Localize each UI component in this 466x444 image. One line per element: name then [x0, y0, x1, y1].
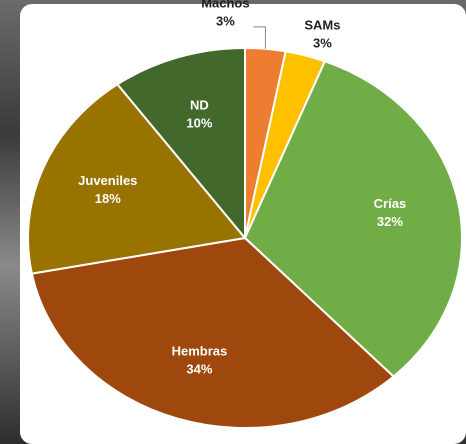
- pie-slice: [115, 46, 246, 241]
- slice-category-label: ND: [190, 98, 209, 113]
- slice-value-label: 10%: [186, 116, 212, 131]
- pie-slice: [30, 236, 396, 429]
- slice-value-label: 32%: [377, 214, 403, 229]
- pie-slice: [27, 82, 247, 275]
- slice-category-label: SAMs: [304, 17, 340, 32]
- slice-value-label: 34%: [186, 361, 212, 376]
- slice-category-label: Juveniles: [78, 173, 137, 188]
- slice-value-label: 3%: [216, 13, 235, 28]
- leader-line: [253, 26, 266, 49]
- slice-value-label: 3%: [313, 35, 332, 50]
- slice-category-label: Crías: [374, 196, 407, 211]
- slice-value-label: 18%: [95, 191, 121, 206]
- slice-category-label: Hembras: [172, 343, 228, 358]
- slice-category-label: Machos: [201, 0, 249, 10]
- pie-slice: [243, 60, 463, 378]
